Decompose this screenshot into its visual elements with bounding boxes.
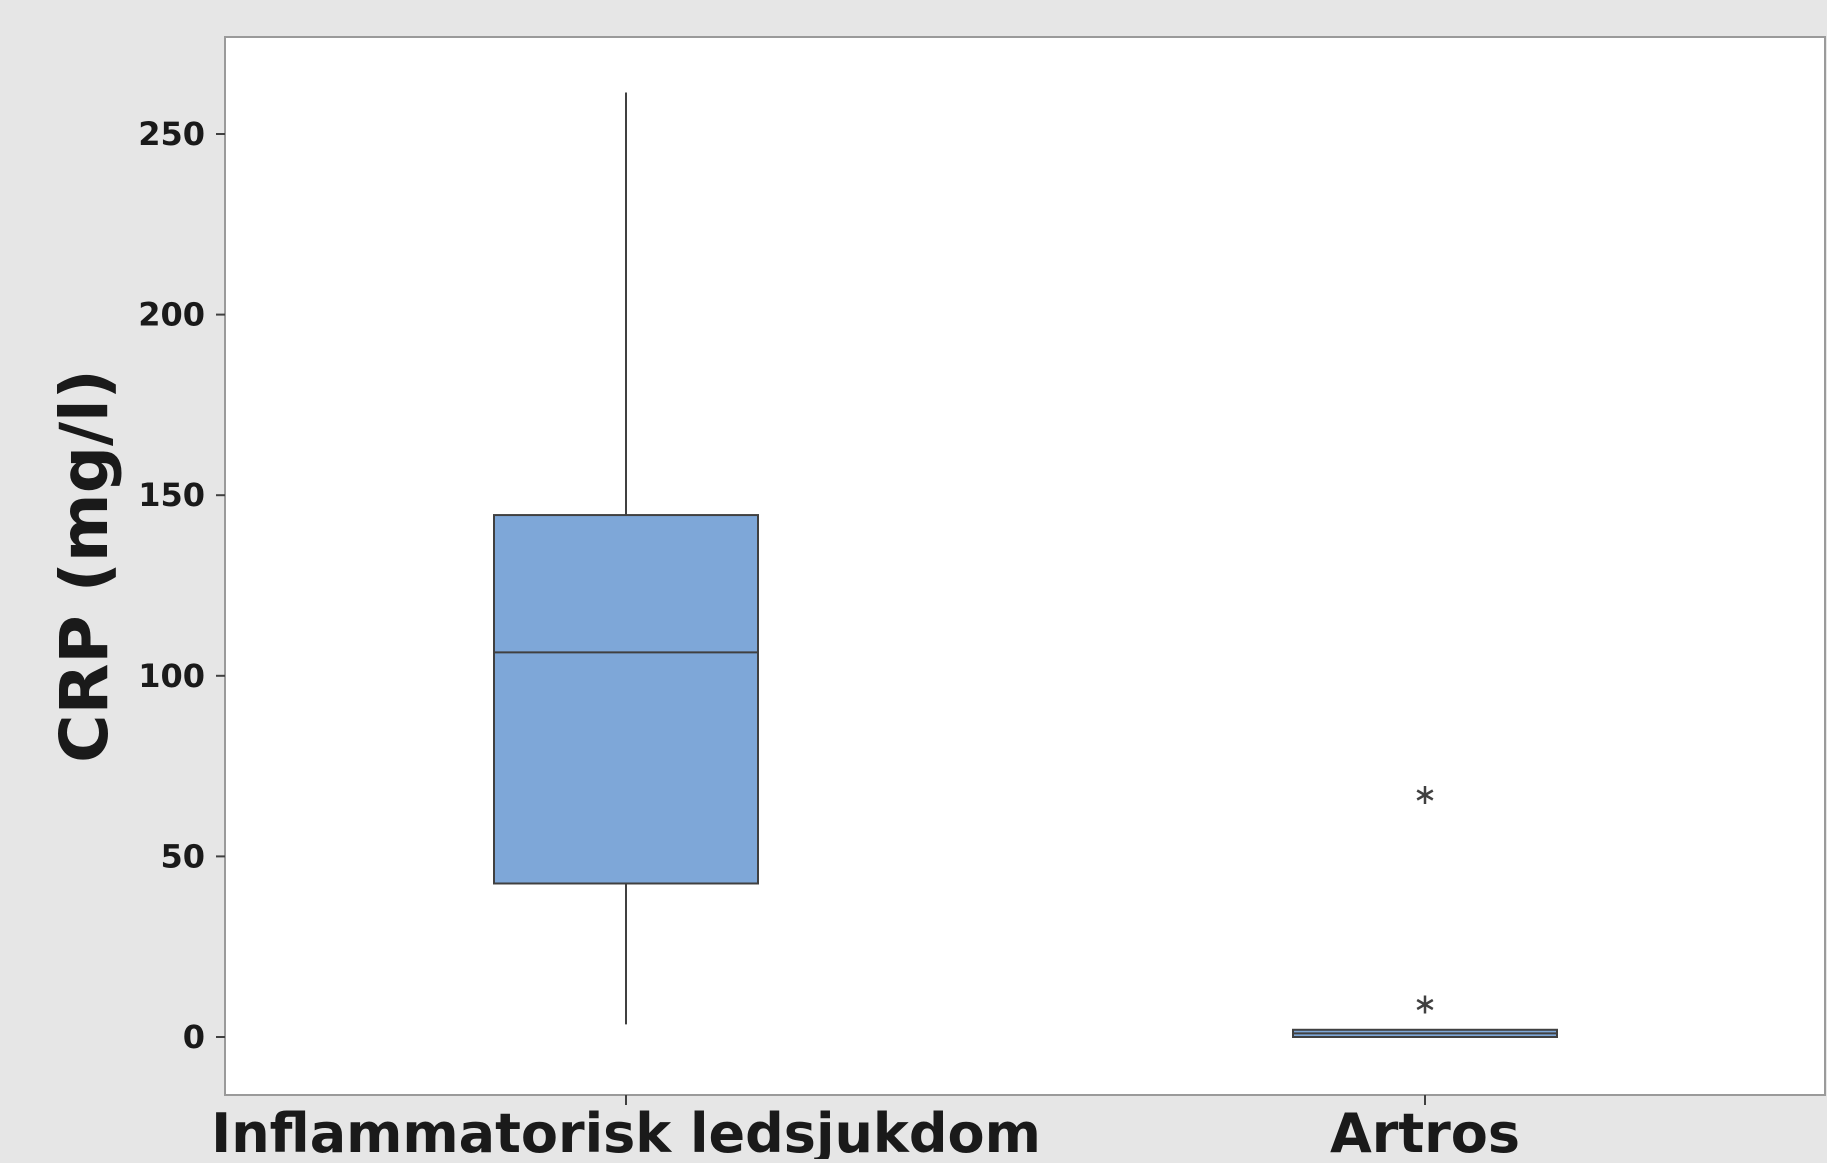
y-tick-label: 150 (138, 476, 205, 514)
iqr-box (493, 514, 759, 885)
x-axis: Inflammatorisk ledsjukdom Artros (211, 1095, 1520, 1163)
y-axis-title: CRP (mg/l) (46, 369, 123, 763)
box-group (1292, 785, 1558, 1039)
box-group (493, 92, 759, 1025)
y-tick-label: 0 (183, 1018, 205, 1056)
outlier-stroke (1416, 998, 1434, 1011)
y-tick-label: 250 (138, 115, 205, 153)
outlier-marker (1416, 995, 1434, 1014)
boxes (493, 92, 1558, 1039)
plot-area (224, 36, 1826, 1096)
y-tick-label: 200 (138, 296, 205, 334)
y-axis: 0 50 100 150 200 250 (138, 115, 225, 1056)
y-tick-label: 100 (138, 657, 205, 695)
outlier-marker (1416, 785, 1434, 804)
y-tick-label: 50 (160, 837, 205, 875)
x-category-label: Inflammatorisk ledsjukdom (211, 1102, 1041, 1159)
outlier-stroke (1416, 789, 1434, 801)
x-category-label: Artros (1330, 1102, 1520, 1159)
